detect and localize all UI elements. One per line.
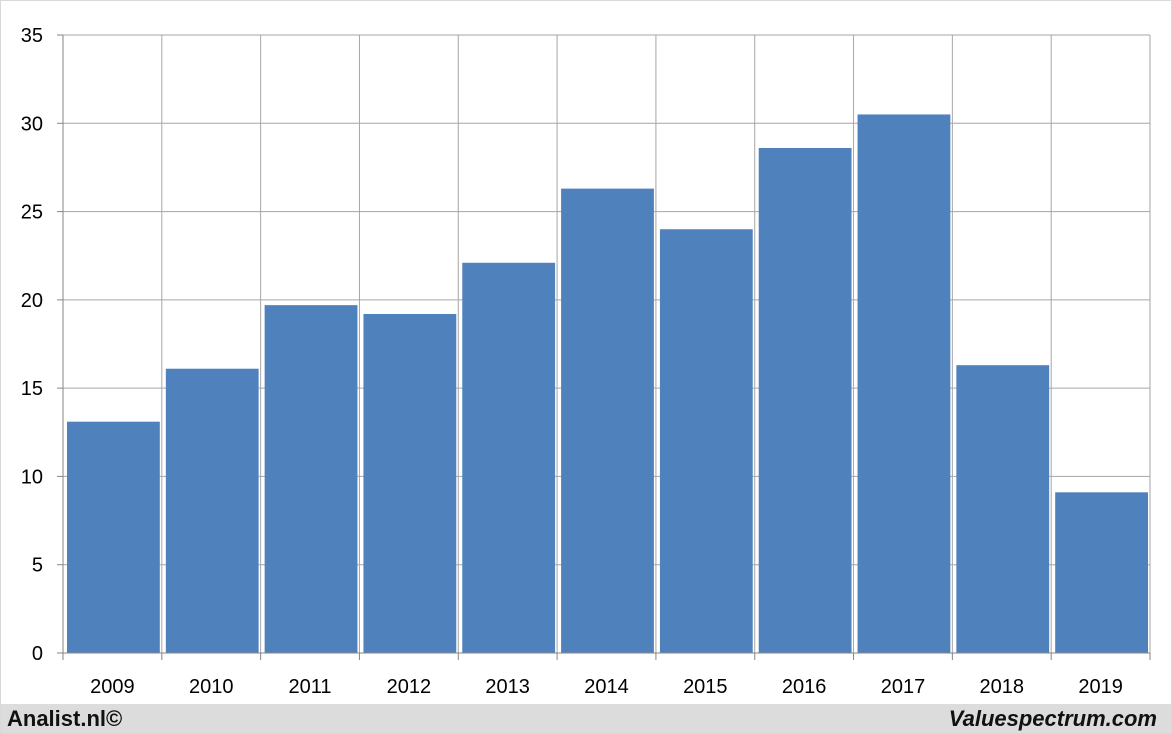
x-tick-labels: 2009 2010 2011 2012 2013 2014 2015 2016 2017 2018… [90,676,1123,698]
bar-2012 [363,313,457,653]
y-tick-label: 30 [21,113,43,135]
x-tick-label: 2011 [289,676,332,698]
x-tick-label: 2009 [90,676,135,698]
bar-2011 [264,305,358,653]
bar-2018 [956,365,1050,653]
y-tick-label: 5 [32,555,43,577]
bar-2013 [462,262,556,653]
y-tick-label: 15 [21,378,43,400]
source-label-valuespectrum: Valuespectrum.com [948,706,1157,731]
bar-2015 [659,229,753,653]
x-tick-label: 2017 [881,676,926,698]
bar-2014 [561,188,654,654]
y-tick-label: 10 [21,466,43,488]
x-tick-label: 2013 [485,676,530,698]
x-tick-label: 2010 [189,676,234,698]
bar-2017 [857,114,951,653]
x-tick-label: 2016 [782,676,827,698]
x-tick-label: 2012 [387,676,432,698]
footer-bar: Analist.nl© Valuespectrum.com [1,704,1171,733]
x-tick-label: 2018 [980,676,1025,698]
bar-2016 [758,148,852,653]
source-label-analist: Analist.nl© [7,706,123,731]
bar-2010 [165,368,259,653]
x-tick-label: 2014 [584,676,629,698]
x-tick-label: 2015 [683,676,728,698]
x-tick-label: 2019 [1078,676,1123,698]
y-tick-label: 20 [21,290,43,312]
y-tick-labels: 0 5 10 15 20 25 30 35 [21,25,43,665]
bar-2009 [67,421,160,653]
axes [57,34,1151,660]
y-tick-label: 25 [21,202,43,224]
bars [67,114,1148,654]
bar-2019 [1055,492,1148,653]
y-tick-label: 0 [32,643,43,665]
y-tick-label: 35 [21,25,43,47]
